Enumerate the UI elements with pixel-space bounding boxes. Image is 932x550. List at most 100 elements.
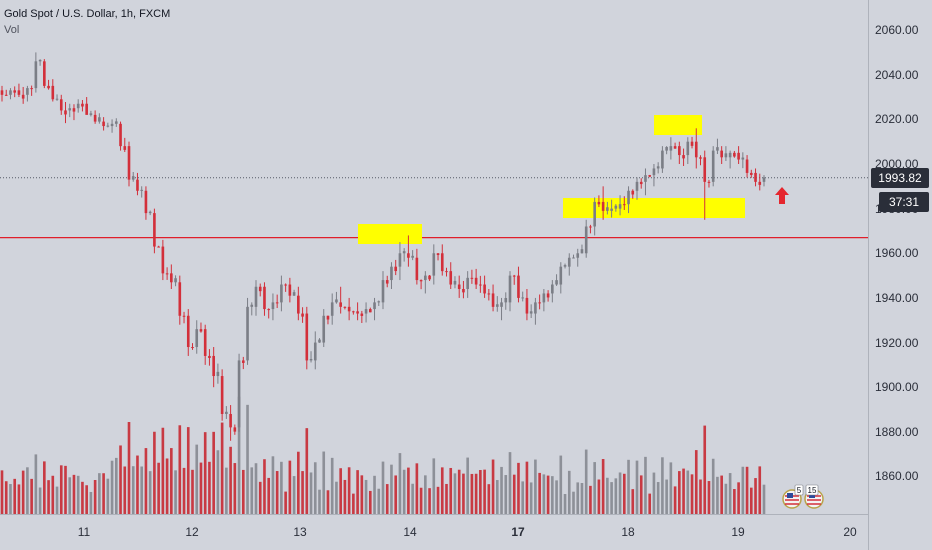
candle [652,168,656,176]
volume-bar [275,471,279,514]
news-badge[interactable]: 5 15 [782,484,826,510]
candle [593,201,596,227]
candle [411,255,414,258]
volume-bar [512,474,516,514]
volume-bar [305,428,309,514]
candle [648,175,652,177]
time-axis[interactable]: 11 12 13 14 17 18 19 20 [0,514,868,550]
price-chart[interactable] [0,0,868,514]
volume-label[interactable]: Vol [4,24,20,36]
volume-bar [483,469,486,514]
price-axis[interactable]: 2060.002040.002020.002000.001980.001960.… [868,0,932,550]
candle [313,342,317,361]
volume-bar [610,482,613,514]
volume-bar [339,468,342,514]
time-tick-label: 18 [621,525,635,539]
candle [131,176,135,180]
candle [733,152,736,157]
candle [241,360,245,363]
volume-bar [385,484,389,514]
time-tick-label: 13 [293,525,307,539]
volume-bar [43,461,46,514]
symbol-title[interactable]: Gold Spot / U.S. Dollar, 1h, FXCM [4,8,171,20]
candle [21,94,25,99]
candle [601,201,605,211]
volume-bar [673,486,677,514]
volume-bar [26,467,29,514]
volume-bar [678,471,681,514]
volume-bar [529,482,533,514]
volume-bar [551,476,554,514]
volume-bar [208,461,211,514]
candle [610,208,613,211]
volume-bar [68,477,72,514]
volume-bar [711,458,715,514]
price-tick-label: 1920.00 [875,335,919,350]
candle [364,309,368,314]
candle [170,273,173,283]
volume-bar [373,475,376,514]
volume-bar [157,462,160,514]
volume-bar [758,466,762,514]
volume-bar [606,477,609,514]
candle [737,152,740,160]
volume-bar [517,462,520,514]
volume-bar [284,491,287,514]
volume-bar [301,471,304,514]
volume-bar [457,469,461,514]
volume-bar [508,452,512,514]
volume-bar [292,476,296,514]
candle [453,280,457,285]
volume-bar [182,467,186,514]
volume-bar [335,481,338,514]
volume-bar [203,432,207,514]
volume-bar [55,486,59,514]
volume-bar [402,469,406,514]
volume-bar [703,425,707,514]
candle [424,275,427,281]
volume-bar [0,470,4,514]
candle [678,146,681,156]
volume-bar [745,466,749,514]
price-tick-label: 1860.00 [875,469,919,484]
volume-bar [419,487,423,514]
candle [30,88,33,90]
volume-bar [347,467,351,514]
volume-bar [580,483,584,514]
time-tick-label: 19 [731,525,745,539]
volume-bar [123,466,127,514]
time-tick-label: 17 [511,525,525,539]
chart-area[interactable]: Gold Spot / U.S. Dollar, 1h, FXCM Vol [0,0,868,514]
candle [572,257,575,259]
volume-bar [538,472,541,514]
volume-bar [267,477,271,514]
volume-bar [466,457,469,514]
volume-bar [428,488,431,514]
volume-bar [652,472,656,514]
highlight-box [563,198,745,218]
candle [4,94,8,96]
candle [225,411,228,414]
volume-bar [724,483,728,514]
candle [335,299,338,303]
candle [233,427,237,432]
price-tick-label: 2040.00 [875,67,919,82]
candle [546,293,550,298]
volume-bar [64,465,67,514]
volume-bar [682,468,685,514]
candle [51,85,55,100]
time-tick-label: 14 [403,525,417,539]
volume-bar [398,453,402,514]
price-tick-label: 1940.00 [875,290,919,305]
last-price-tag: 1993.82 [871,167,929,188]
volume-bar [500,466,503,514]
highlight-box [358,224,422,244]
candle [267,309,271,311]
candle [495,304,499,307]
volume-bar [436,486,440,514]
candle [622,204,626,206]
volume-bar [559,455,563,514]
candle [580,249,584,254]
volume-bar [614,478,618,514]
volume-bar [4,481,8,514]
